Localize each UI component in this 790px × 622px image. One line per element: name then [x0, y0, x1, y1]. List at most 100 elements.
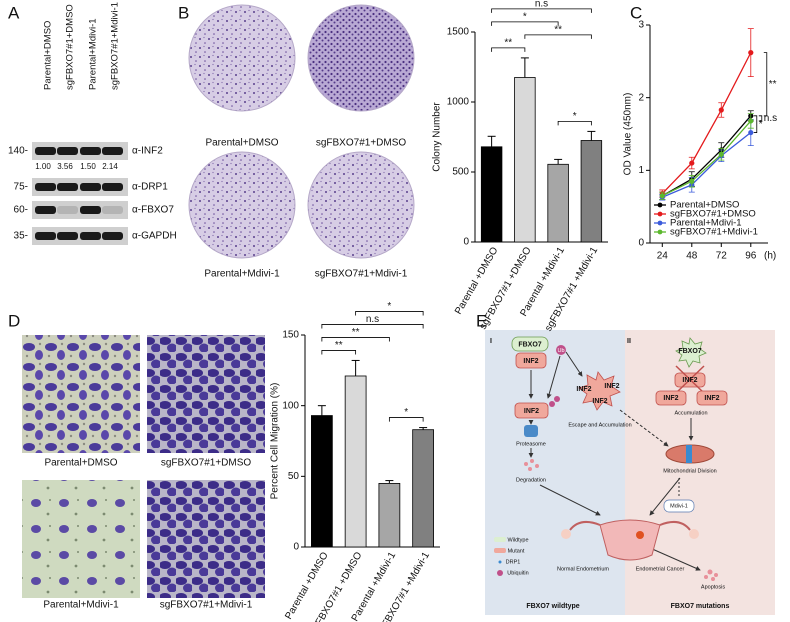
image-caption: sgFBXO7#1+DMSO [316, 138, 407, 149]
ubiquitin-icon [554, 396, 560, 402]
panel-label: A [8, 3, 20, 22]
y-tick-label: 50 [288, 471, 300, 482]
image-caption: Parental+Mdivi-1 [204, 269, 280, 280]
band-label: α-INF2 [132, 146, 163, 157]
migration-image [22, 480, 140, 598]
arrow [649, 477, 681, 516]
legend-swatch [494, 537, 506, 542]
legend-label: sgFBXO7#1+Mdivi-1 [670, 227, 758, 238]
legend-marker [657, 229, 663, 235]
section-caption: FBXO7 mutations [671, 603, 730, 610]
x-tick-label: 24 [657, 251, 669, 262]
proteasome-icon [524, 425, 538, 437]
significance-bracket [355, 311, 424, 316]
uterus-icon [599, 519, 661, 561]
colony-plate [307, 151, 415, 259]
y-tick-label: 100 [282, 400, 299, 411]
band-label: α-GAPDH [132, 231, 177, 242]
migration-image [147, 480, 265, 598]
bar [514, 77, 536, 243]
blot-band [35, 232, 56, 240]
significance-bracket [753, 115, 758, 133]
inhibition-arrow [565, 351, 583, 377]
fbxo7-box [511, 336, 549, 352]
x-tick-label: 96 [745, 251, 757, 262]
blot-band [80, 232, 101, 240]
image-caption: Parental+Mdivi-1 [43, 600, 119, 611]
y-axis-label: OD Value (450nm) [623, 93, 634, 176]
significance-label: n.s [535, 0, 548, 10]
node-label: Mitochondrial Division [663, 468, 717, 474]
legend-label: DRP1 [506, 559, 521, 565]
series-line [662, 120, 752, 197]
part-label: II [627, 338, 631, 345]
legend-label: Parental+Mdivi-1 [670, 218, 742, 229]
tumor-icon [636, 531, 644, 539]
arrow [619, 409, 669, 447]
lane-label: sgFBXO7#1+DMSO [65, 4, 76, 90]
bar [480, 146, 503, 243]
quant-label: 3.56 [57, 162, 73, 171]
node-label: Endometrial Cancer [636, 566, 685, 572]
significance-label: ** [554, 25, 562, 36]
data-point [689, 160, 695, 166]
x-unit-label: (h) [764, 251, 776, 262]
inf2-box [515, 352, 547, 369]
legend-label: Ubiquitin [507, 570, 528, 576]
band-label: α-FBXO7 [132, 205, 174, 216]
significance-label: * [523, 12, 527, 23]
lane-label: Parental+Mdivi-1 [88, 18, 99, 90]
node-label: INF2 [604, 383, 619, 390]
node-label: Proteasome [516, 441, 546, 447]
data-point [718, 151, 724, 157]
fragment-icon [524, 459, 539, 471]
quant-label: 1.00 [35, 162, 51, 171]
section-caption: FBXO7 wildtype [526, 603, 579, 610]
blot-band [57, 232, 78, 240]
significance-bracket [557, 121, 592, 126]
significance-label: n.s [764, 113, 777, 124]
y-axis-label: Percent Cell Migration (%) [270, 383, 281, 500]
blot-band [80, 147, 101, 155]
migration-image [22, 335, 140, 453]
significance-label: * [404, 407, 408, 418]
significance-bracket [524, 34, 592, 39]
data-point [659, 193, 665, 199]
legend-label: Wildtype [507, 537, 528, 543]
colony-plate [188, 151, 296, 259]
legend-label: Parental+DMSO [670, 200, 739, 211]
y-tick-label: 2 [638, 92, 644, 103]
blot-band [35, 206, 56, 214]
bar [344, 375, 367, 548]
y-tick-label: 0 [293, 542, 299, 553]
blot-band [102, 206, 123, 214]
series-line [661, 115, 752, 197]
apoptosis-icon [704, 569, 718, 581]
significance-bracket [491, 21, 559, 26]
node-label: INF2 [524, 408, 539, 415]
node-label: INF2 [576, 386, 591, 393]
ovary-icon [689, 529, 699, 539]
band-label: α-DRP1 [132, 182, 168, 193]
tube-icon [569, 520, 691, 531]
migration-image [147, 335, 265, 453]
data-point [689, 178, 695, 184]
bar [378, 482, 401, 548]
legend-marker [657, 211, 663, 217]
marker-label: 75- [14, 182, 28, 193]
data-point [718, 107, 724, 113]
node-label: Degradation [516, 477, 546, 483]
significance-label: n.s [366, 314, 379, 325]
cross-mark [675, 365, 705, 394]
node-label: FBXO7 [518, 341, 541, 348]
blot-band [35, 147, 56, 155]
significance-label: * [759, 119, 763, 130]
mechanism-diagram: I II FBXO7 INF2 Ub INF2 Proteasome Degra… [485, 330, 775, 615]
node-label: INF2 [523, 358, 538, 365]
node-label: Escape and Accumulation [568, 422, 631, 428]
significance-bracket [321, 350, 357, 355]
bar [547, 163, 569, 243]
legend-label: Mutant [508, 548, 525, 554]
image-caption: Parental+DMSO [205, 138, 278, 149]
